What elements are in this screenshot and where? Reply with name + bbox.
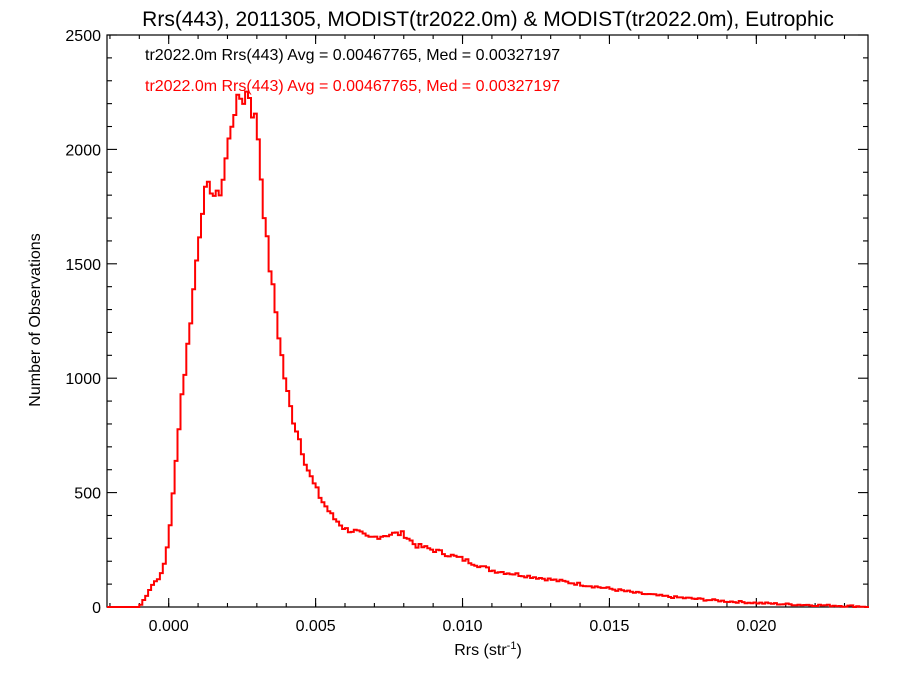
y-tick-label: 500: [74, 486, 101, 503]
x-axis-ticks: 0.000 0.005 0.010 0.015 0.020: [109, 35, 846, 635]
x-axis-title-close: ): [516, 642, 521, 659]
y-tick-label: 2000: [65, 142, 101, 159]
x-tick-label: 0.015: [589, 618, 629, 635]
x-tick-label: 0.010: [443, 618, 483, 635]
series-line-1: [107, 90, 869, 608]
y-axis-ticks: 0 500 1000 1500 2000 2500: [65, 28, 868, 617]
x-tick-label: 0.020: [736, 618, 776, 635]
x-axis-title-main: Rrs (str: [454, 642, 507, 659]
plot-frame: [106, 34, 869, 608]
chart-title: Rrs(443), 2011305, MODIST(tr2022.0m) & M…: [142, 8, 834, 31]
series-lines: [107, 90, 869, 608]
x-tick-label: 0.000: [149, 618, 189, 635]
y-tick-label: 2500: [65, 28, 101, 45]
y-tick-label: 0: [92, 600, 101, 617]
x-axis-title-sup: -1: [507, 640, 517, 652]
x-tick-label: 0.005: [296, 618, 336, 635]
y-axis-title: Number of Observations: [27, 233, 44, 406]
y-tick-label: 1000: [65, 371, 101, 388]
y-tick-label: 1500: [65, 257, 101, 274]
legend-entry-red: tr2022.0m Rrs(443) Avg = 0.00467765, Med…: [145, 78, 560, 95]
legend-entry-black: tr2022.0m Rrs(443) Avg = 0.00467765, Med…: [145, 47, 560, 64]
x-axis-title: Rrs (str-1): [454, 640, 522, 659]
